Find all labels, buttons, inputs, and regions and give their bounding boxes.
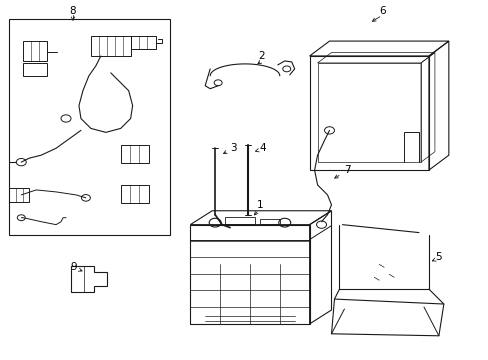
Text: 1: 1 [256, 200, 263, 210]
Bar [260, 219, 279, 224]
Bar [317, 63, 420, 162]
Bar [23, 63, 47, 76]
Text: 3: 3 [229, 143, 236, 153]
Text: 2: 2 [258, 51, 264, 61]
Bar [130, 36, 155, 49]
Bar [309, 56, 428, 170]
Bar [9, 19, 170, 235]
Bar [23, 41, 47, 61]
Bar [121, 145, 148, 163]
Text: 8: 8 [69, 6, 76, 16]
Text: 9: 9 [71, 262, 77, 272]
Bar [121, 185, 148, 203]
Text: 7: 7 [344, 165, 350, 175]
Text: 6: 6 [378, 6, 385, 16]
Text: 4: 4 [259, 143, 265, 153]
Text: 5: 5 [435, 252, 441, 262]
Bar [224, 217, 254, 224]
Bar [9, 188, 29, 202]
Bar [91, 36, 130, 56]
Bar [190, 225, 309, 324]
